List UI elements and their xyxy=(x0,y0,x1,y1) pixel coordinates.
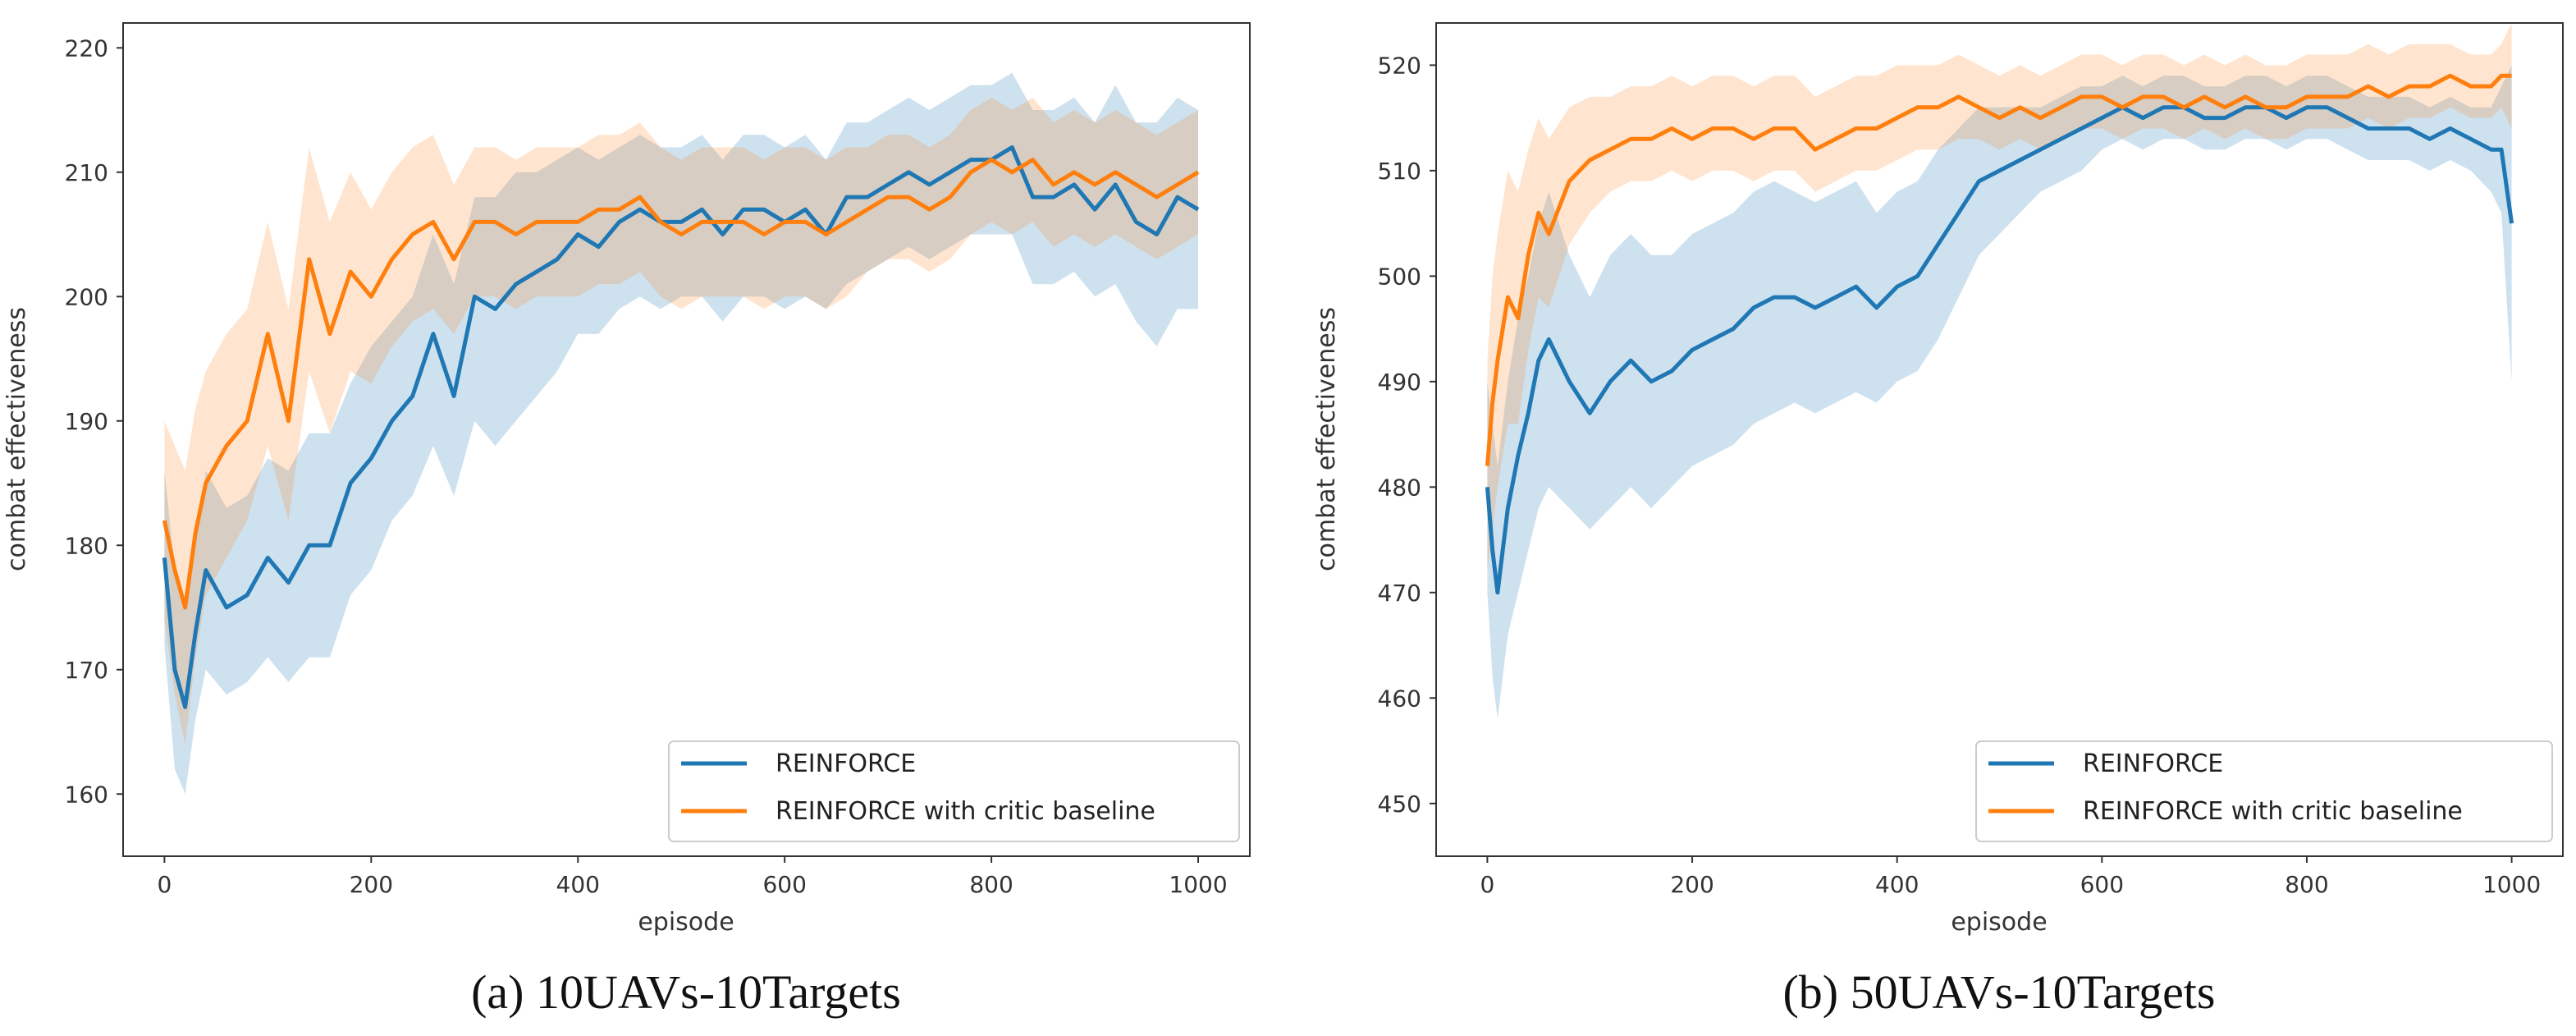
chart-a-legend-box xyxy=(668,740,1240,842)
chart-b-band-reinforce xyxy=(1487,65,2512,719)
chart-b-plot-area xyxy=(1435,22,2564,857)
chart-b-ytick-label-480: 480 xyxy=(1378,474,1421,501)
chart-a-ytick-label-200: 200 xyxy=(65,283,108,310)
chart-a-band-reinforce xyxy=(164,72,1198,795)
chart-b-line-critic xyxy=(1485,73,2512,466)
chart-b-legend-label-critic: REINFORCE with critic baseline xyxy=(2083,797,2463,826)
chart-a-xtick-label-800: 800 xyxy=(969,871,1013,898)
chart-a-legend-label-reinforce: REINFORCE xyxy=(776,749,916,778)
chart-b-series-lines xyxy=(1485,73,2514,595)
chart-b-x-ticks: 0 200 400 600 800 1000 xyxy=(1480,856,2541,898)
chart-a-xtick-label-200: 200 xyxy=(350,871,393,898)
chart-a-ytick-label-170: 170 xyxy=(65,657,108,684)
chart-a-legend: REINFORCE REINFORCE with critic baseline xyxy=(668,740,1240,842)
chart-a-xtick-label-0: 0 xyxy=(157,871,172,898)
chart-b-ytick-label-450: 450 xyxy=(1378,791,1421,818)
chart-panel-b: 0 200 400 600 800 1000 450 460 470 480 490 500 510 5… xyxy=(1288,0,2576,1036)
chart-a-svg: 0 200 400 600 800 1000 160170180190200210220 … xyxy=(2,22,1251,1019)
chart-b-xtick-label-1000: 1000 xyxy=(2482,871,2541,898)
chart-b-caption: (b) 50UAVs-10Targets xyxy=(1782,965,2215,1019)
chart-b-xtick-label-400: 400 xyxy=(1875,871,1919,898)
chart-b-ytick-label-510: 510 xyxy=(1378,158,1421,185)
chart-a-xlabel: episode xyxy=(638,908,734,937)
chart-b-ytick-label-500: 500 xyxy=(1378,263,1421,290)
chart-b-xtick-label-600: 600 xyxy=(2080,871,2124,898)
chart-a-band-critic xyxy=(164,97,1198,745)
chart-a-plot-area xyxy=(122,22,1251,857)
chart-b-ytick-label-520: 520 xyxy=(1378,52,1421,79)
chart-b-ytick-label-470: 470 xyxy=(1378,580,1421,607)
chart-a-legend-label-critic: REINFORCE with critic baseline xyxy=(776,797,1155,826)
chart-b-y-ticks: 450 460 470 480 490 500 510 520 xyxy=(1378,52,1436,818)
chart-b-xtick-label-0: 0 xyxy=(1480,871,1494,898)
chart-a-ytick-label-160: 160 xyxy=(65,781,108,808)
chart-b-legend-box xyxy=(1975,740,2553,842)
chart-a-x-ticks: 0 200 400 600 800 1000 xyxy=(157,856,1228,898)
chart-b-ytick-label-460: 460 xyxy=(1378,685,1421,712)
chart-a-confidence-bands xyxy=(164,72,1198,795)
chart-a-xtick-label-600: 600 xyxy=(762,871,806,898)
chart-a-line-critic xyxy=(162,158,1200,610)
chart-b-ytick-label-490: 490 xyxy=(1378,369,1421,396)
chart-panel-a: 0 200 400 600 800 1000 160 170 180 190 200 210 220 … xyxy=(2,22,1251,1019)
chart-b-xtick-label-800: 800 xyxy=(2285,871,2328,898)
chart-a-series-lines xyxy=(162,145,1200,709)
chart-a-ytick-label-210: 210 xyxy=(65,159,108,186)
chart-a-ytick-label-220: 220 xyxy=(65,34,108,62)
chart-b-svg: 0 200 400 600 800 1000 450 460 470 480 490 500 510 5… xyxy=(1312,22,2564,1019)
chart-a-xtick-label-1000: 1000 xyxy=(1169,871,1227,898)
chart-a-xtick-label-400: 400 xyxy=(556,871,600,898)
chart-b-confidence-bands xyxy=(1487,23,2512,719)
chart-a-y-ticks: 160 170 180 190 200 210 220 xyxy=(65,34,123,808)
chart-b-legend-label-reinforce: REINFORCE xyxy=(2083,749,2223,778)
chart-b-xtick-label-200: 200 xyxy=(1670,871,1714,898)
chart-a-caption: (a) 10UAVs-10Targets xyxy=(471,965,901,1019)
chart-b-legend: REINFORCE REINFORCE with critic baseline xyxy=(1975,740,2553,842)
chart-a-ytick-label-180: 180 xyxy=(65,532,108,559)
chart-b-line-reinforce xyxy=(1485,105,2514,595)
chart-a-ytick-label-190: 190 xyxy=(65,408,108,435)
chart-b-ylabel: combat effectiveness xyxy=(1312,307,1341,571)
chart-a-ylabel: combat effectiveness xyxy=(2,307,31,571)
chart-b-band-critic xyxy=(1487,23,2512,572)
chart-b-xlabel: episode xyxy=(1951,908,2047,937)
